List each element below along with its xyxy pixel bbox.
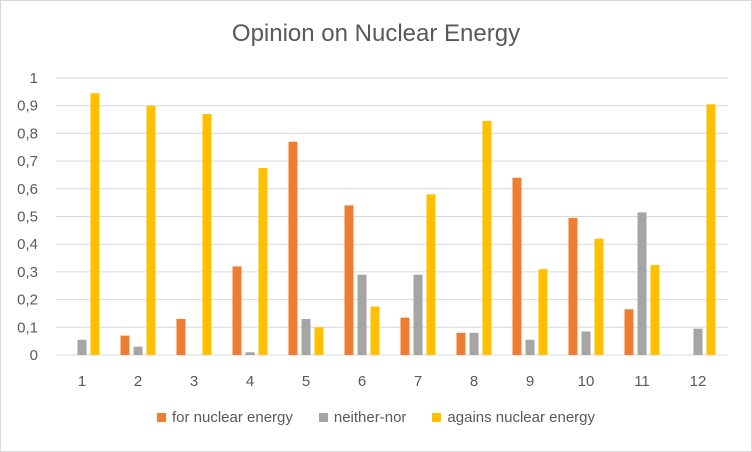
bar-neither-1 (77, 339, 87, 355)
legend-label-neither: neither-nor (333, 409, 407, 426)
bar-neither-7 (413, 274, 423, 355)
bar-neither-4 (245, 352, 255, 355)
bar-against-1 (90, 93, 100, 356)
x-tick-label: 4 (246, 373, 254, 390)
y-tick-label: 0,3 (17, 264, 38, 281)
y-tick-label: 0,7 (17, 153, 38, 170)
y-tick-label: 0,8 (17, 125, 38, 142)
x-tick-label: 7 (414, 373, 422, 390)
y-tick-label: 0,6 (17, 181, 38, 198)
bar-neither-11 (637, 212, 647, 355)
y-tick-label: 0,2 (17, 292, 38, 309)
bar-for-11 (624, 309, 634, 355)
legend-swatch-neither (318, 413, 328, 422)
bar-against-9 (538, 269, 548, 355)
bar-against-5 (314, 327, 324, 355)
bar-against-4 (258, 168, 268, 355)
legend-item-neither: neither-nor (318, 409, 407, 426)
x-tick-label: 9 (526, 373, 534, 390)
bar-neither-2 (133, 346, 143, 355)
legend-item-against: agains nuclear energy (432, 409, 595, 426)
x-tick-label: 8 (470, 373, 478, 390)
bar-for-2 (120, 335, 130, 355)
bar-for-10 (568, 217, 578, 355)
bar-neither-8 (469, 332, 479, 355)
bar-for-5 (288, 141, 298, 355)
bar-against-10 (594, 238, 604, 355)
bar-against-3 (202, 114, 212, 355)
bar-for-8 (456, 332, 466, 355)
legend-swatch-for (156, 413, 166, 422)
legend-label-against: agains nuclear energy (447, 409, 596, 426)
x-tick-label: 11 (634, 373, 650, 390)
bar-against-2 (146, 105, 156, 355)
bar-for-6 (344, 205, 354, 355)
y-tick-label: 0,9 (17, 98, 38, 115)
x-tick-label: 10 (578, 373, 595, 390)
bar-against-11 (650, 264, 660, 355)
x-tick-label: 2 (134, 373, 142, 390)
bar-for-7 (400, 317, 410, 355)
chart-title: Opinion on Nuclear Energy (231, 20, 521, 47)
legend-label-for: for nuclear energy (171, 409, 293, 426)
bar-against-7 (426, 194, 436, 355)
chart-legend: for nuclear energy neither-nor agains nu… (0, 409, 752, 426)
x-tick-label: 5 (302, 373, 310, 390)
y-tick-label: 1 (30, 70, 38, 87)
bar-for-9 (512, 177, 522, 355)
legend-item-for: for nuclear energy (156, 409, 293, 426)
legend-swatch-against (432, 413, 442, 422)
bar-neither-6 (357, 274, 367, 355)
bar-against-6 (370, 306, 380, 355)
y-tick-label: 0,5 (17, 209, 38, 226)
y-tick-label: 0 (30, 347, 38, 364)
y-tick-label: 0,4 (17, 236, 38, 253)
bar-against-8 (482, 120, 492, 355)
bar-for-3 (176, 318, 186, 355)
x-tick-label: 6 (358, 373, 366, 390)
bar-neither-9 (525, 339, 535, 355)
bar-against-12 (706, 104, 716, 355)
bar-neither-12 (693, 328, 703, 355)
bar-neither-5 (301, 318, 311, 355)
x-tick-label: 1 (78, 373, 86, 390)
y-tick-label: 0,1 (17, 319, 38, 336)
bar-for-4 (232, 266, 242, 355)
x-tick-label: 3 (190, 373, 198, 390)
bar-neither-10 (581, 331, 591, 355)
x-tick-label: 12 (690, 373, 707, 390)
